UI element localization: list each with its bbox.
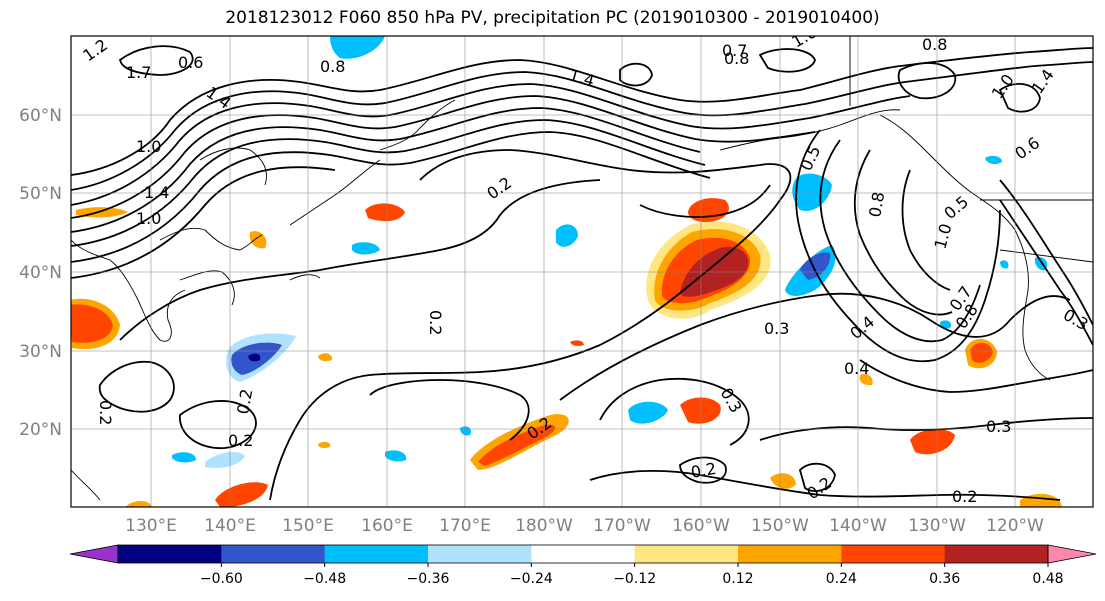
contour-label: 1.0 — [136, 209, 161, 228]
colorbar-segment — [738, 545, 842, 563]
colorbar-tick-label: −0.12 — [613, 571, 656, 587]
contour-label: 1.0 — [136, 137, 161, 156]
lat-label: 60°N — [19, 106, 62, 126]
contour-label: 0.2 — [952, 487, 977, 506]
precip-fills — [71, 36, 1062, 507]
colorbar-extend-min — [69, 544, 119, 564]
lon-label: 130°W — [908, 516, 966, 536]
colorbar-tick-label: 0.12 — [722, 571, 753, 587]
contour-label: 1.4 — [144, 183, 169, 202]
contour-label: 0.2 — [228, 431, 253, 450]
lon-label: 140°E — [204, 516, 256, 536]
colorbar-tick-label: −0.60 — [200, 571, 243, 587]
contour-label: 0.2 — [426, 310, 445, 335]
longitude-labels: 130°E 140°E 150°E 160°E 170°E 180°W 170°… — [125, 516, 1044, 536]
lat-label: 20°N — [19, 420, 62, 440]
contour-label: 1.7 — [126, 63, 151, 82]
colorbar-extend-max — [1047, 544, 1097, 564]
colorbar: −0.60 −0.48 −0.36 −0.24 −0.12 0.12 0.24 0.36 0.4… — [69, 544, 1097, 587]
colorbar-segment — [324, 545, 429, 563]
colorbar-tick-label: 0.48 — [1032, 571, 1063, 587]
lon-label: 130°E — [125, 516, 177, 536]
contour-label: 0.8 — [865, 190, 888, 218]
lon-label: 160°E — [361, 516, 413, 536]
contour-label: 0.8 — [320, 57, 345, 76]
map-frame — [70, 35, 1094, 508]
contour-label: 0.3 — [764, 319, 789, 338]
colorbar-tick-label: −0.36 — [407, 571, 450, 587]
colorbar-segment — [531, 545, 636, 563]
lat-label: 30°N — [19, 342, 62, 362]
gridlines — [71, 36, 1093, 507]
coastlines — [71, 99, 1051, 501]
colorbar-tick-label: −0.24 — [510, 571, 553, 587]
colorbar-segment — [428, 545, 532, 563]
contour-label: 0.4 — [844, 359, 869, 378]
contour-label: 0.3 — [986, 417, 1011, 436]
political-boundaries — [849, 36, 1093, 263]
lon-label: 140°W — [829, 516, 887, 536]
contour-label: 0.2 — [689, 459, 717, 482]
latitude-labels: 60°N 50°N 40°N 30°N 20°N — [19, 106, 62, 440]
lon-label: 170°W — [593, 516, 651, 536]
colorbar-segment — [944, 545, 1049, 563]
lon-label: 180°W — [515, 516, 573, 536]
lon-label: 150°W — [751, 516, 809, 536]
colorbar-tick-label: 0.24 — [826, 571, 857, 587]
contour-label: 0.8 — [922, 35, 947, 54]
lat-label: 50°N — [19, 184, 62, 204]
contour-label: 0.8 — [724, 49, 749, 68]
lon-label: 160°W — [672, 516, 730, 536]
contour-label: 0.2 — [233, 387, 256, 415]
map-area: 1.2 0.6 1.7 1.4 0.8 1.4 0.7 0.8 1.0 0.8 … — [71, 35, 1093, 507]
map-title: 2018123012 F060 850 hPa PV, precipitatio… — [225, 8, 880, 28]
lon-label: 150°E — [282, 516, 334, 536]
colorbar-segment — [221, 545, 326, 563]
colorbar-outline — [117, 544, 1049, 564]
colorbar-segment — [841, 545, 946, 563]
colorbar-segment — [634, 545, 739, 563]
contour-label: 0.7 — [722, 41, 747, 60]
colorbar-tick-label: 0.36 — [929, 571, 960, 587]
lat-label: 40°N — [19, 263, 62, 283]
contour-label: 0.6 — [178, 53, 203, 72]
contour-label: 0.2 — [96, 400, 115, 425]
lon-label: 170°E — [439, 516, 491, 536]
lon-label: 120°W — [986, 516, 1044, 536]
colorbar-tick-label: −0.48 — [303, 571, 346, 587]
colorbar-segment — [118, 545, 222, 563]
